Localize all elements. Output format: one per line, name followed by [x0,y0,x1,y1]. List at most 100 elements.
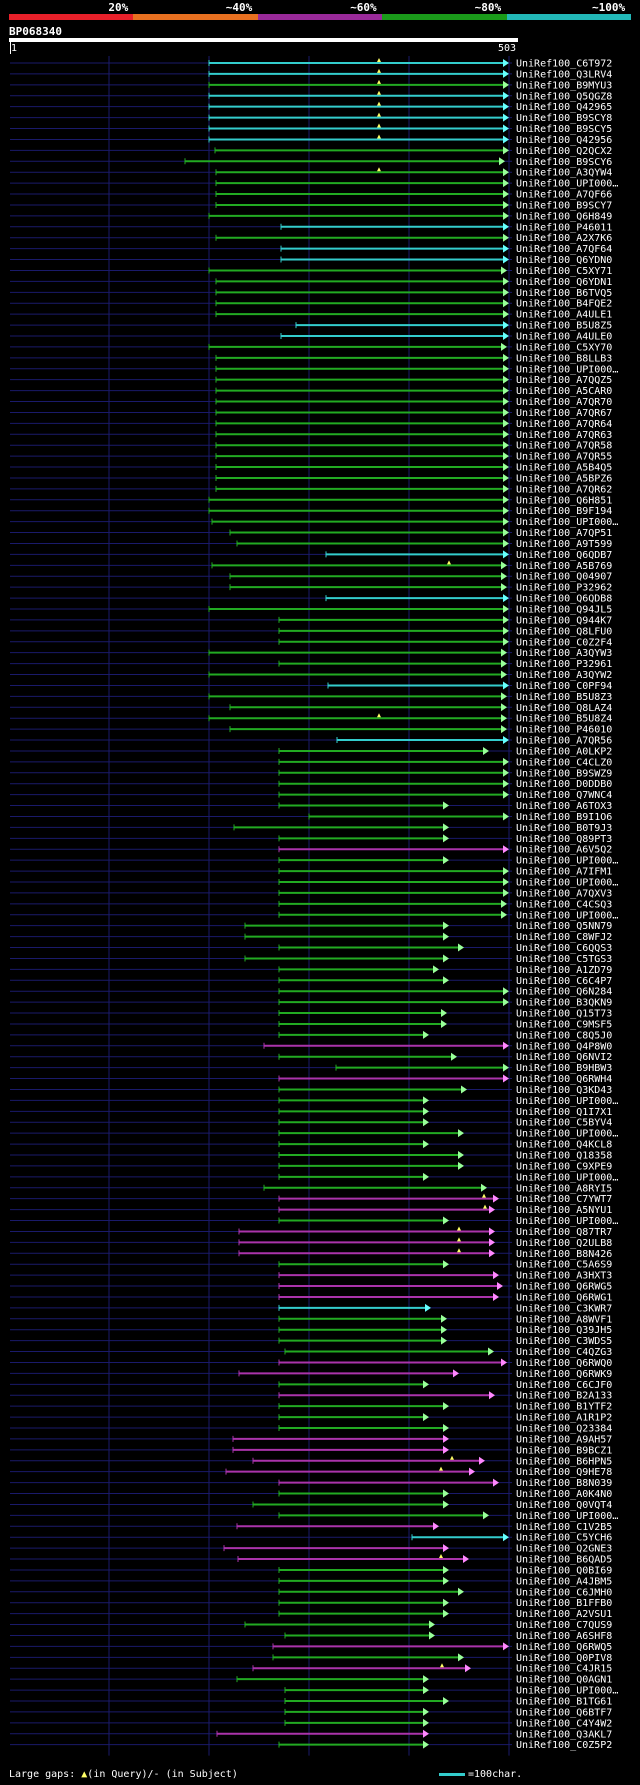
hit-label: UniRef100_A8RYI5 [516,1183,612,1194]
hit-label: UniRef100_Q1I7X1 [516,1107,612,1118]
hit-label: UniRef100_C6T972 [516,59,612,70]
hit-label: UniRef100_C8Q5J0 [516,1030,612,1041]
hit-label: UniRef100_Q8LAZ4 [516,703,612,714]
hit-label: UniRef100_Q944K7 [516,615,612,626]
legend-label: ~40% [225,1,253,14]
hit-label: UniRef100_A7QF66 [516,190,612,201]
ruler-start-label: 1 [11,43,18,54]
hit-label: UniRef100_C5XY70 [516,342,612,353]
hit-label: UniRef100_UPI000… [516,1172,618,1183]
hit-arrow [443,1565,449,1574]
hit-arrow [503,1063,509,1072]
hit-label: UniRef100_B1TG61 [516,1697,612,1708]
hit-arrow [489,1238,495,1247]
hit-arrow [503,69,509,78]
hit-label: UniRef100_Q5NN79 [516,921,612,932]
hit-label: UniRef100_B1YTF2 [516,1402,612,1413]
hit-arrow [458,1587,464,1596]
query-gap-triangle-icon: ▲ [81,1769,88,1780]
hit-arrow [503,506,509,515]
query-ruler [9,38,518,42]
hit-arrow [488,1347,494,1356]
hit-label: UniRef100_UPI000… [516,1129,618,1140]
hit-label: UniRef100_A7QR56 [516,736,612,747]
hit-arrow [503,124,509,133]
hit-arrow [501,342,507,351]
hit-label: UniRef100_B5U8Z5 [516,321,612,332]
hit-label: UniRef100_Q7WNC4 [516,790,612,801]
hit-arrow [493,1292,499,1301]
hit-arrow [489,1391,495,1400]
identity-legend: 20% ~40% ~60% ~80% ~100% [9,0,631,24]
hit-label: UniRef100_A7QR70 [516,397,612,408]
hit-label: UniRef100_B5U8Z3 [516,692,612,703]
hit-label: UniRef100_Q4KCL8 [516,1140,612,1151]
hit-label: UniRef100_B9SCY6 [516,157,612,168]
hit-arrow [429,1631,435,1640]
hit-label: UniRef100_Q18358 [516,1151,612,1162]
hit-label: UniRef100_A6TOX3 [516,801,612,812]
gap-marker [377,713,381,718]
hit-label: UniRef100_C4Y4W2 [516,1718,612,1729]
gap-marker [377,58,381,62]
hit-label: UniRef100_B9F194 [516,506,612,517]
hit-arrow [443,1424,449,1432]
hit-label: UniRef100_A5B769 [516,561,612,572]
hit-arrow [503,517,509,526]
hit-arrow [503,867,509,876]
hit-arrow [503,397,509,406]
hit-arrow [501,561,507,570]
gap-marker [457,1248,461,1253]
hit-label: UniRef100_B5U8Z4 [516,714,612,725]
hit-label: UniRef100_UPI000… [516,856,618,867]
hit-arrow [503,779,509,788]
hit-label: UniRef100_Q89PT3 [516,834,612,845]
hit-arrow [503,637,509,646]
hit-label: UniRef100_Q15T73 [516,1009,612,1020]
hit-arrow [503,987,509,996]
hit-arrow [443,921,449,930]
hit-label: UniRef100_A4ULE0 [516,332,612,343]
hit-label: UniRef100_Q6RWK9 [516,1369,612,1380]
hit-label: UniRef100_B9SCY5 [516,124,612,135]
hit-label: UniRef100_P46010 [516,725,612,736]
hit-arrow [501,714,507,723]
in-query-label: (in Query)/ [87,1769,154,1780]
hit-label: UniRef100_A3HXT3 [516,1271,612,1282]
hit-arrow [503,790,509,799]
gap-marker [439,1466,443,1471]
hit-label: UniRef100_Q6YDN1 [516,277,612,288]
hit-arrow [503,473,509,482]
hit-arrow [423,1030,429,1039]
hit-label: UniRef100_Q6RWH4 [516,1074,612,1085]
legend-segment [257,14,383,20]
scale-swatch [439,1772,465,1776]
hit-label: UniRef100_UPI000… [516,910,618,921]
gap-marker [377,79,381,84]
hit-arrow [463,1555,469,1564]
subject-gap-dash: - [153,1769,160,1780]
hit-label: UniRef100_A3QYW3 [516,648,612,659]
hit-label: UniRef100_C4QZG3 [516,1347,612,1358]
legend-label: ~60% [350,1,377,14]
hit-label: UniRef100_A7QP51 [516,528,612,539]
hit-label: UniRef100_A7QR63 [516,430,612,441]
hit-arrow [501,572,507,581]
hit-arrow [443,1576,449,1585]
gap-marker [457,1237,461,1242]
hit-arrow [423,1729,429,1738]
hit-arrow [443,856,449,865]
gap-marker [457,1226,461,1231]
hit-label: UniRef100_C5TGS3 [516,954,612,965]
gap-marker [377,167,381,172]
gap-marker [482,1193,486,1198]
hit-label: UniRef100_B9SWZ9 [516,768,612,779]
hit-label: UniRef100_C6JMH0 [516,1587,612,1598]
hit-label: UniRef100_A0LKP2 [516,746,612,757]
hit-arrow [503,1041,509,1050]
hit-label: UniRef100_A7QR64 [516,419,612,430]
hit-arrow [443,834,449,843]
hit-arrow [503,768,509,777]
hit-arrow [503,998,509,1007]
hit-arrow [503,539,509,548]
